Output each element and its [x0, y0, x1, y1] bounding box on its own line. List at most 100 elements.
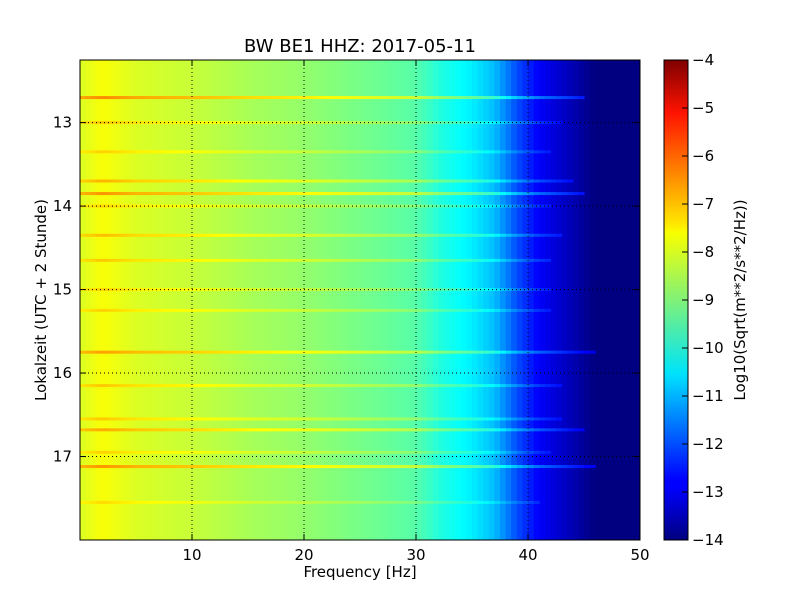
- spectrogram-band-cell: [494, 233, 501, 237]
- spectrogram-band-cell: [158, 465, 165, 469]
- spectrogram-band-cell: [477, 465, 484, 469]
- spectrogram-band-cell: [214, 465, 221, 469]
- spectrogram-band-cell: [119, 417, 126, 421]
- spectrogram-band-cell: [511, 465, 518, 469]
- spectrogram-band-cell: [516, 384, 523, 388]
- spectrogram-band-cell: [108, 350, 115, 354]
- spectrogram-band-cell: [270, 428, 277, 432]
- spectrogram-band-cell: [511, 500, 518, 504]
- spectrogram-band-cell: [404, 465, 411, 469]
- spectrogram-band-cell: [169, 450, 176, 454]
- spectrogram-band-cell: [427, 500, 434, 504]
- spectrogram-band-cell: [343, 121, 350, 125]
- spectrogram-band-cell: [528, 96, 535, 100]
- spectrogram-band-cell: [85, 465, 92, 469]
- spectrogram-band-cell: [220, 204, 227, 208]
- spectrogram-band-cell: [231, 450, 238, 454]
- spectrogram-band-cell: [96, 417, 103, 421]
- spectrogram-band-cell: [556, 384, 563, 388]
- spectrogram-band-cell: [522, 500, 529, 504]
- spectrogram-cell: [326, 60, 333, 540]
- spectrogram-band-cell: [208, 384, 215, 388]
- spectrogram-band-cell: [164, 350, 171, 354]
- spectrogram-band-cell: [544, 350, 551, 354]
- spectrogram-band-cell: [108, 428, 115, 432]
- spectrogram-band-cell: [494, 204, 501, 208]
- spectrogram-band-cell: [421, 500, 428, 504]
- spectrogram-band-cell: [393, 179, 400, 183]
- spectrogram-band-cell: [365, 428, 372, 432]
- spectrogram-band-cell: [175, 288, 182, 292]
- spectrogram-band-cell: [259, 384, 266, 388]
- spectrogram-band-cell: [466, 121, 473, 125]
- spectrogram-cell: [427, 60, 434, 540]
- spectrogram-band-cell: [382, 121, 389, 125]
- spectrogram-band-cell: [208, 179, 215, 183]
- spectrogram-band-cell: [488, 417, 495, 421]
- spectrogram-band-cell: [220, 384, 227, 388]
- spectrogram-band-cell: [113, 233, 120, 237]
- spectrogram-band-cell: [147, 350, 154, 354]
- spectrogram-band-cell: [522, 350, 529, 354]
- spectrogram-band-cell: [544, 192, 551, 196]
- spectrogram-band-cell: [298, 121, 305, 125]
- spectrogram-band-cell: [208, 192, 215, 196]
- spectrogram-band-cell: [399, 179, 406, 183]
- spectrogram-band-cell: [231, 308, 238, 312]
- spectrogram-band-cell: [276, 500, 283, 504]
- spectrogram-band-cell: [332, 258, 339, 262]
- spectrogram-band-cell: [102, 384, 109, 388]
- spectrogram-band-cell: [220, 465, 227, 469]
- spectrogram-band-cell: [264, 96, 271, 100]
- spectrogram-band-cell: [416, 384, 423, 388]
- spectrogram-band-cell: [96, 288, 103, 292]
- spectrogram-band-cell: [343, 428, 350, 432]
- spectrogram-band-cell: [136, 258, 143, 262]
- spectrogram-band-cell: [354, 428, 361, 432]
- spectrogram-band-cell: [287, 150, 294, 154]
- spectrogram-band-cell: [460, 308, 467, 312]
- spectrogram-band-cell: [410, 192, 417, 196]
- spectrogram-band-cell: [500, 350, 507, 354]
- spectrogram-band-cell: [102, 233, 109, 237]
- spectrogram-band-cell: [80, 258, 87, 262]
- spectrogram-band-cell: [354, 417, 361, 421]
- spectrogram-band-cell: [315, 150, 322, 154]
- spectrogram-band-cell: [108, 450, 115, 454]
- spectrogram-band-cell: [354, 308, 361, 312]
- spectrogram-band-cell: [186, 465, 193, 469]
- spectrogram-band-cell: [225, 350, 232, 354]
- spectrogram-band-cell: [158, 121, 165, 125]
- spectrogram-band-cell: [136, 465, 143, 469]
- spectrogram-band-cell: [242, 350, 249, 354]
- spectrogram-cell: [242, 60, 249, 540]
- spectrogram-band-cell: [192, 384, 199, 388]
- spectrogram-band-cell: [449, 428, 456, 432]
- spectrogram-band-cell: [472, 350, 479, 354]
- spectrogram-band-cell: [399, 288, 406, 292]
- spectrogram-cell: [494, 60, 501, 540]
- spectrogram-band-cell: [466, 384, 473, 388]
- spectrogram-band-cell: [354, 500, 361, 504]
- spectrogram-band-cell: [354, 258, 361, 262]
- spectrogram-band-cell: [556, 233, 563, 237]
- spectrogram-band-cell: [371, 428, 378, 432]
- spectrogram-band-cell: [102, 258, 109, 262]
- spectrogram-band-cell: [427, 96, 434, 100]
- spectrogram-band-cell: [416, 350, 423, 354]
- spectrogram-band-cell: [460, 500, 467, 504]
- spectrogram-band-cell: [315, 384, 322, 388]
- spectrogram-band-cell: [304, 384, 311, 388]
- spectrogram-band-cell: [578, 428, 585, 432]
- spectrogram-band-cell: [522, 258, 529, 262]
- spectrogram-band-cell: [410, 96, 417, 100]
- spectrogram-band-cell: [276, 417, 283, 421]
- spectrogram-band-cell: [561, 179, 568, 183]
- spectrogram-band-cell: [477, 258, 484, 262]
- spectrogram-band-cell: [164, 417, 171, 421]
- spectrogram-band-cell: [539, 350, 546, 354]
- spectrogram-band-cell: [348, 233, 355, 237]
- spectrogram-band-cell: [320, 233, 327, 237]
- spectrogram-band-cell: [287, 417, 294, 421]
- spectrogram-band-cell: [298, 500, 305, 504]
